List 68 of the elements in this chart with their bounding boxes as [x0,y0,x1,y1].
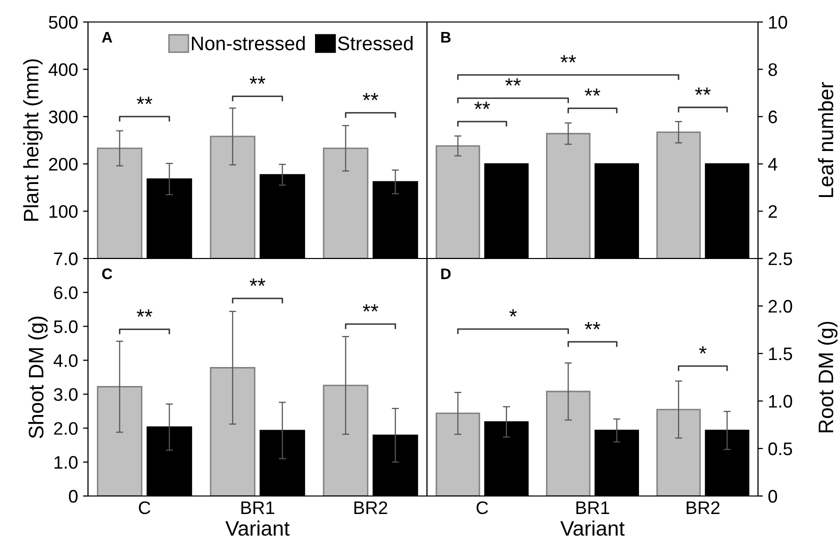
y-tick-label: 5.0 [54,320,78,334]
legend-label: Non-stressed [192,36,305,50]
annotation: ** [136,96,152,104]
annotation: ** [505,78,521,86]
y-tick-label: 100 [50,205,78,218]
y-tick-label: 2.0 [54,422,78,435]
y-tick-label: 3.0 [54,388,78,401]
bar [656,132,701,258]
annotation: * [699,346,707,354]
y-axis-title: Shoot DM (g) [28,316,48,438]
y-tick-label: 6.0 [54,286,78,300]
annotation: * [509,309,517,317]
y-axis-title: Plant height (mm) [23,59,43,221]
annotation: ** [474,102,490,110]
y-tick-label: 0 [68,490,78,503]
y-tick-label: 1.0 [54,456,78,469]
bar [210,367,256,496]
x-tick-label: BR2 [354,501,388,514]
y-tick-label: 0.5 [768,442,792,456]
y-tick-label: 200 [49,158,78,171]
y-tick-label: 2 [768,205,777,218]
annotation: ** [136,309,152,317]
y-tick-label: 4 [768,158,778,170]
annotation: ** [250,76,266,84]
y-tick-label: 500 [48,16,78,29]
annotation: ** [250,278,266,286]
annotation: D [441,268,451,280]
x-axis-title: Variant [560,520,625,536]
y-tick-label: 10 [769,16,788,29]
y-tick-label: 7.0 [54,252,78,266]
y-axis-title: Root DM (g) [818,322,838,432]
y-tick-label: 0 [768,490,778,503]
x-tick-label: BR1 [241,502,274,514]
legend-label: Stressed [338,36,413,50]
annotation: ** [584,322,600,330]
bar [210,136,256,258]
annotation: A [102,32,112,43]
bar [436,412,480,496]
annotation: ** [695,88,711,95]
bar [96,386,142,496]
annotation: ** [584,88,600,96]
x-tick-label: C [476,501,488,514]
y-tick-label: 6 [768,110,777,124]
bar [96,148,142,258]
y-tick-label: 8 [768,63,777,76]
bar [322,148,368,258]
annotation: ** [362,92,378,100]
x-tick-label: C [138,501,150,514]
bar [546,390,590,496]
bar [436,145,480,258]
y-tick-label: 2.5 [768,252,792,266]
annotation: B [441,32,451,43]
x-tick-label: BR2 [686,501,720,514]
annotation: ** [560,55,576,62]
y-tick-label: 400 [48,63,78,76]
annotation: ** [362,304,378,312]
y-tick-label: 1.5 [769,348,792,360]
bar [546,132,590,258]
y-axis-title: Leaf number [818,82,834,198]
y-tick-label: 2.0 [768,300,792,313]
y-tick-label: 4.0 [54,354,78,368]
y-tick-label: 1.0 [769,394,792,408]
annotation: C [102,268,112,280]
y-tick-label: 300 [48,110,78,124]
bar [656,408,701,496]
x-axis-title: Variant [225,520,290,536]
x-tick-label: BR1 [576,502,610,514]
bar [322,384,368,496]
